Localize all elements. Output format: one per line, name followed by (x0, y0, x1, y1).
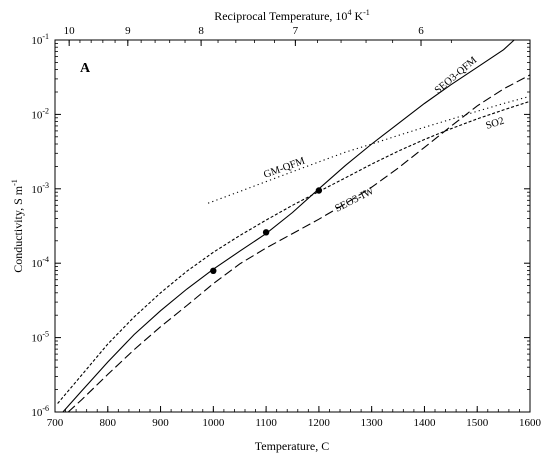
panel-label: A (80, 61, 91, 76)
series-label-seo3-qfm: SEO3-QFM (433, 54, 480, 96)
ticks-layer: 700 800 900 1000 1100 1200 1300 1400 1500 1600 10 9… (31, 25, 541, 429)
x-tick-label: 1500 (466, 417, 489, 429)
top-tick-label: 9 (125, 25, 131, 37)
y-tick-label: 10-4 (31, 255, 49, 270)
series-label-so2: SO2 (485, 116, 506, 132)
y-tick-label: 10-3 (31, 181, 49, 196)
x-tick-label: 1000 (202, 417, 225, 429)
x-tick-label: 1200 (308, 417, 331, 429)
y-tick-label: 10-5 (31, 330, 49, 345)
x-tick-label: 700 (47, 417, 64, 429)
series-line-gm-qfm (207, 95, 531, 204)
series-line-so2 (57, 100, 531, 404)
y-tick-label: 10-1 (31, 32, 49, 47)
x-tick-label: 1400 (413, 417, 436, 429)
series-line-seo3-qfm (62, 39, 515, 413)
data-point-3 (315, 187, 323, 194)
y-tick-label: 10-2 (31, 106, 49, 121)
top-axis-title: Reciprocal Temperature, 104 K-1 (214, 8, 370, 23)
data-point-1 (210, 267, 217, 274)
x-tick-label: 900 (152, 417, 169, 429)
top-tick-label: 7 (293, 25, 299, 37)
plot-frame (54, 39, 531, 413)
series-layer (57, 39, 531, 413)
top-tick-label: 8 (198, 25, 204, 37)
series-label-seo3-iw: SEO3-IW (333, 186, 375, 215)
y-axis-title: Conductivity, S m-1 (10, 179, 25, 273)
series-line-seo3-iw (67, 74, 531, 413)
series-label-gm-qfm: GM-QFM (262, 155, 307, 180)
top-tick-label: 10 (64, 25, 76, 37)
x-tick-label: 1300 (361, 417, 384, 429)
points-layer (210, 187, 323, 274)
y-tick-label: 10-6 (31, 404, 49, 419)
data-point-2 (262, 229, 270, 236)
x-axis-title: Temperature, C (255, 439, 329, 453)
x-tick-label: 1100 (255, 417, 277, 429)
x-tick-label: 1600 (519, 417, 542, 429)
x-tick-label: 800 (100, 417, 117, 429)
top-tick-label: 6 (418, 25, 424, 37)
